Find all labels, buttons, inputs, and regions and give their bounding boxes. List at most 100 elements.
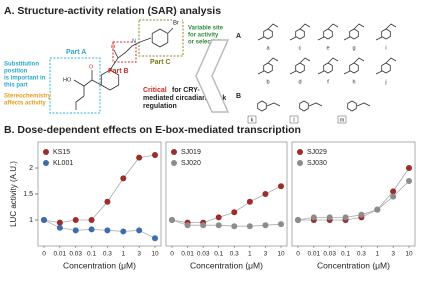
- data-point: [246, 198, 253, 205]
- structure-label: b: [266, 79, 269, 85]
- x-tick-label: 0: [42, 251, 46, 258]
- x-tick-label: 0.03: [197, 251, 210, 258]
- bond: [267, 57, 279, 64]
- atom-bg: [172, 19, 182, 27]
- x-tick-label: 0.1: [214, 251, 223, 258]
- legend-label: SJ020: [181, 160, 201, 167]
- annotation: Variable site: [188, 26, 224, 32]
- data-point: [88, 217, 95, 223]
- bond: [317, 36, 325, 41]
- structure-label: c: [299, 45, 302, 51]
- structure-label-box: [289, 115, 299, 124]
- bond: [327, 23, 339, 30]
- bond: [353, 23, 365, 30]
- data-point: [278, 183, 284, 190]
- data-point: [390, 188, 397, 195]
- ring: [347, 100, 357, 112]
- data-point: [231, 209, 238, 216]
- bond: [289, 70, 297, 75]
- data-point: [104, 198, 111, 205]
- x-tick-label: 0.1: [341, 251, 350, 258]
- bond: [125, 41, 141, 53]
- legend-marker: [43, 160, 49, 166]
- bond: [327, 57, 339, 64]
- bond: [385, 57, 397, 64]
- bond: [299, 57, 311, 64]
- data-point: [406, 178, 412, 184]
- data-point: [262, 191, 269, 197]
- y-tick-label: 2: [29, 165, 33, 172]
- data-point: [246, 223, 253, 230]
- bond: [308, 102, 323, 107]
- annotation: is important in: [4, 76, 46, 82]
- legend-marker: [43, 149, 49, 155]
- part-c-box: [138, 19, 184, 57]
- atom-label: O: [89, 64, 94, 70]
- bond: [375, 36, 383, 41]
- data-point: [169, 217, 175, 223]
- ring: [381, 62, 391, 74]
- bond: [356, 102, 371, 107]
- atom-label: HO: [63, 77, 72, 83]
- x-tick-label: 1: [248, 251, 252, 258]
- bond: [353, 57, 365, 64]
- ring: [295, 28, 305, 40]
- bond: [289, 36, 297, 41]
- ring: [257, 100, 267, 112]
- structure-label: d: [298, 79, 301, 85]
- data-point: [72, 227, 79, 234]
- annotation: for activity: [188, 33, 219, 39]
- structure-label: f: [327, 79, 329, 85]
- structure-label-box: [337, 115, 347, 124]
- legend-label: SJ030: [307, 160, 327, 167]
- data-point: [406, 165, 412, 171]
- bond: [257, 36, 265, 41]
- data-point: [56, 219, 63, 226]
- x-tick-label: 0.3: [357, 251, 366, 258]
- x-tick-label: 3: [391, 251, 395, 258]
- structure-label: a: [266, 45, 270, 51]
- data-point: [200, 222, 207, 229]
- ring: [263, 28, 273, 40]
- data-point: [41, 217, 47, 223]
- structure-label: j: [384, 79, 386, 85]
- bond: [75, 95, 85, 110]
- data-point: [215, 214, 222, 221]
- structure-label: k: [251, 117, 254, 123]
- annotation: position: [4, 69, 28, 75]
- data-point: [295, 217, 301, 223]
- structure-label: i: [385, 45, 386, 51]
- x-tick-label: 0.3: [103, 251, 112, 258]
- x-tick-label: 1: [121, 251, 125, 258]
- data-point: [326, 214, 333, 221]
- bond: [299, 23, 311, 30]
- section-title: A. Structure-activity relation (SAR) ana…: [4, 5, 221, 17]
- data-point: [152, 235, 158, 242]
- part-label: Part C: [150, 59, 171, 66]
- x-axis-label: Concentration (μM): [63, 260, 136, 270]
- data-point: [231, 223, 238, 230]
- plot-frame: [37, 141, 162, 247]
- structure-label: h: [352, 79, 355, 85]
- data-point: [358, 211, 365, 218]
- data-point: [136, 227, 143, 234]
- section-title: B. Dose-dependent effects on E-box-media…: [4, 124, 301, 136]
- annotation: regulation: [143, 103, 177, 110]
- data-point: [72, 217, 79, 223]
- ring: [295, 62, 305, 74]
- data-point: [56, 224, 63, 231]
- ring: [299, 100, 309, 112]
- bond: [113, 49, 119, 59]
- x-axis-label: Concentration (μM): [317, 260, 390, 270]
- plot-frame: [165, 141, 288, 247]
- annotation: this part: [4, 83, 28, 89]
- part-a-box: [49, 57, 101, 114]
- legend-label: SJ019: [181, 149, 201, 156]
- bond: [317, 70, 325, 75]
- legend-label: SJ029: [307, 149, 327, 156]
- annotation: for CRY-: [172, 87, 200, 94]
- arrow: [195, 39, 230, 113]
- part-label: Part B: [108, 68, 129, 75]
- structure-label: e: [326, 45, 329, 51]
